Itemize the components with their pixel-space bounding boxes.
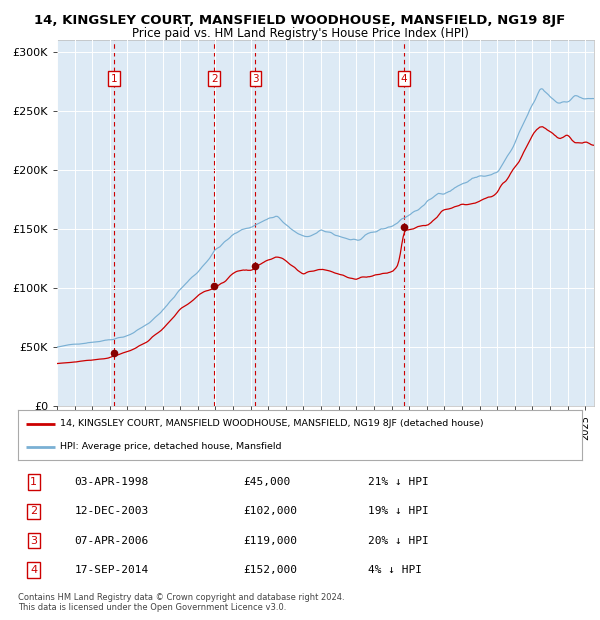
Text: 4% ↓ HPI: 4% ↓ HPI: [368, 565, 422, 575]
Text: 12-DEC-2003: 12-DEC-2003: [74, 507, 149, 516]
Text: 19% ↓ HPI: 19% ↓ HPI: [368, 507, 428, 516]
Text: Price paid vs. HM Land Registry's House Price Index (HPI): Price paid vs. HM Land Registry's House …: [131, 27, 469, 40]
Text: HPI: Average price, detached house, Mansfield: HPI: Average price, detached house, Mans…: [60, 442, 282, 451]
Text: 3: 3: [30, 536, 37, 546]
Text: 20% ↓ HPI: 20% ↓ HPI: [368, 536, 428, 546]
Text: 14, KINGSLEY COURT, MANSFIELD WOODHOUSE, MANSFIELD, NG19 8JF (detached house): 14, KINGSLEY COURT, MANSFIELD WOODHOUSE,…: [60, 419, 484, 428]
Text: 14, KINGSLEY COURT, MANSFIELD WOODHOUSE, MANSFIELD, NG19 8JF: 14, KINGSLEY COURT, MANSFIELD WOODHOUSE,…: [34, 14, 566, 27]
Text: 03-APR-1998: 03-APR-1998: [74, 477, 149, 487]
Text: 2: 2: [211, 74, 218, 84]
Text: 3: 3: [252, 74, 259, 84]
Text: 4: 4: [30, 565, 37, 575]
Text: £119,000: £119,000: [244, 536, 298, 546]
Text: 21% ↓ HPI: 21% ↓ HPI: [368, 477, 428, 487]
Text: 1: 1: [30, 477, 37, 487]
Text: 07-APR-2006: 07-APR-2006: [74, 536, 149, 546]
Text: £45,000: £45,000: [244, 477, 291, 487]
Text: 1: 1: [111, 74, 118, 84]
Text: £102,000: £102,000: [244, 507, 298, 516]
Text: 2: 2: [30, 507, 37, 516]
Text: 17-SEP-2014: 17-SEP-2014: [74, 565, 149, 575]
Text: £152,000: £152,000: [244, 565, 298, 575]
Text: 4: 4: [401, 74, 407, 84]
Text: Contains HM Land Registry data © Crown copyright and database right 2024.
This d: Contains HM Land Registry data © Crown c…: [18, 593, 344, 612]
